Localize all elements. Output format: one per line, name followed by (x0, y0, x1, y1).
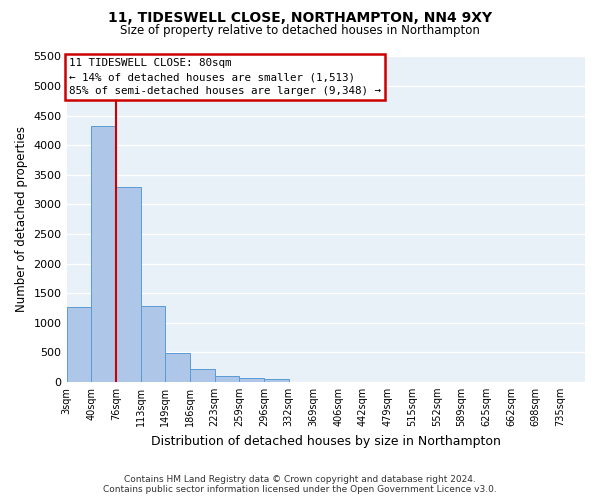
Y-axis label: Number of detached properties: Number of detached properties (15, 126, 28, 312)
Bar (190, 370, 215, 382)
Bar (116, 186, 140, 382)
Bar (264, 378, 289, 382)
Bar (165, 353, 190, 382)
Bar (91, 126, 116, 382)
Text: Size of property relative to detached houses in Northampton: Size of property relative to detached ho… (120, 24, 480, 37)
Bar (239, 378, 264, 382)
Text: 11, TIDESWELL CLOSE, NORTHAMPTON, NN4 9XY: 11, TIDESWELL CLOSE, NORTHAMPTON, NN4 9X… (108, 12, 492, 26)
Bar (140, 306, 165, 382)
Text: Contains HM Land Registry data © Crown copyright and database right 2024.
Contai: Contains HM Land Registry data © Crown c… (103, 474, 497, 494)
Bar (67, 306, 91, 382)
Bar (215, 376, 239, 382)
X-axis label: Distribution of detached houses by size in Northampton: Distribution of detached houses by size … (151, 434, 501, 448)
Text: 11 TIDESWELL CLOSE: 80sqm
← 14% of detached houses are smaller (1,513)
85% of se: 11 TIDESWELL CLOSE: 80sqm ← 14% of detac… (69, 58, 381, 96)
